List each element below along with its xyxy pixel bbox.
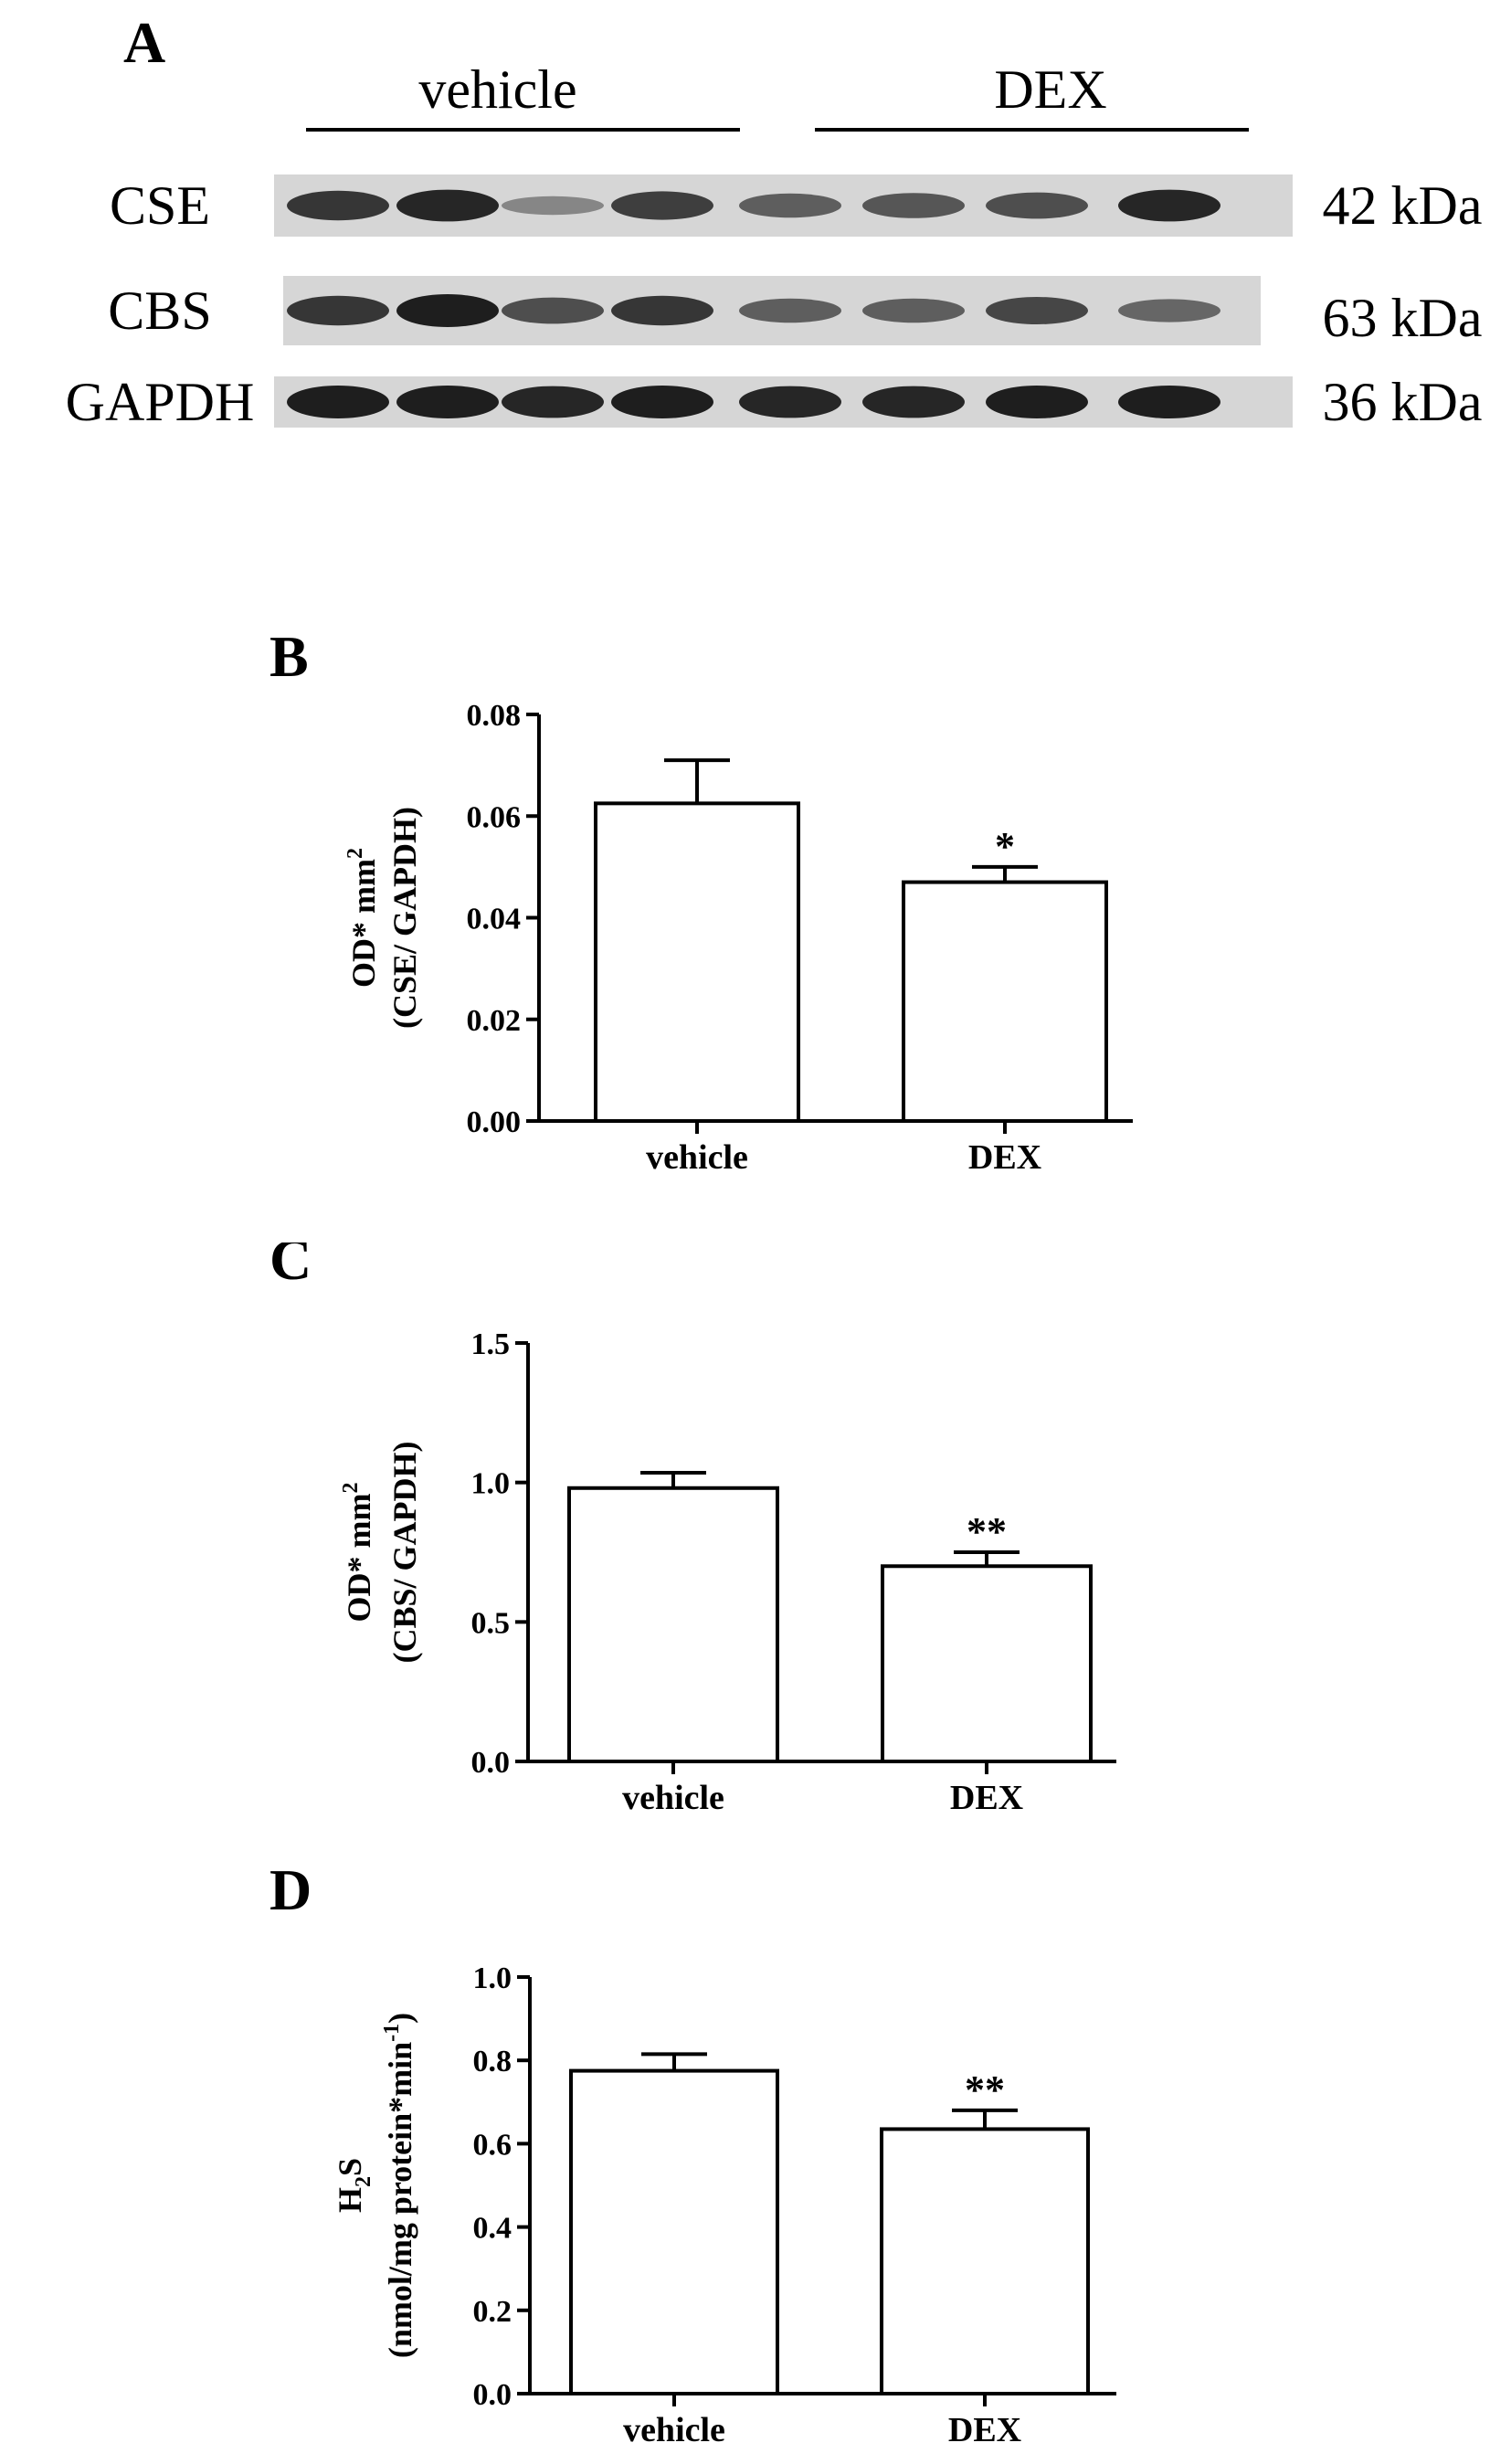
x-tick-label: DEX <box>950 1779 1023 1817</box>
bar-dex <box>880 2127 1090 2395</box>
blot-band <box>739 193 841 218</box>
y-tick-label: 0.5 <box>471 1606 511 1640</box>
blot-band <box>287 295 389 326</box>
blot-band <box>1118 386 1220 418</box>
chart-b: B 0.00 0.02 0.04 0.06 0.08 vehicle DEX * OD* mm2(… <box>269 624 1133 1177</box>
y-tick-label: 0.02 <box>467 1004 522 1038</box>
blot-band <box>287 386 389 418</box>
x-tick-label: vehicle <box>646 1138 748 1177</box>
bar-vehicle <box>594 801 800 1123</box>
blot-band <box>986 192 1088 219</box>
y-tick-label: 1.0 <box>471 1467 511 1501</box>
y-axis-label-line1: OD* mm2 <box>343 848 382 988</box>
blot-band <box>611 295 713 326</box>
significance-marker: * <box>995 824 1015 869</box>
blot-mw-label: 63 kDa <box>1323 288 1483 348</box>
blot-band <box>502 196 604 216</box>
x-tick-label: vehicle <box>622 1779 724 1817</box>
y-tick-label: 0.06 <box>467 800 522 834</box>
group-label-vehicle: vehicle <box>418 59 576 120</box>
blot-band <box>287 190 389 221</box>
blot-band <box>986 297 1088 324</box>
panel-letter: D <box>269 1864 312 1922</box>
bar-vehicle <box>567 1486 779 1763</box>
panel-letter-a: A <box>123 10 165 75</box>
x-tick-label: vehicle <box>623 2411 725 2449</box>
y-axis-label-line2: (nmol/mg protein*min-1) <box>380 2013 418 2358</box>
blot-band <box>862 386 965 418</box>
y-tick-label: 0.6 <box>473 2128 512 2162</box>
blot-protein-label: GAPDH <box>66 372 255 432</box>
blot-mw-label: 42 kDa <box>1323 175 1483 236</box>
blot-protein-label: CBS <box>108 280 211 341</box>
y-axis-label-line2: (CSE/ GAPDH) <box>386 807 423 1029</box>
blot-band <box>862 298 965 323</box>
chart-c: C 0.0 0.5 1.0 1.5 vehicle DEX ** OD* mm2 (CBS/ GA… <box>269 1243 1116 1817</box>
blot-band <box>862 193 965 218</box>
significance-marker: ** <box>967 1509 1007 1554</box>
blot-band <box>502 297 604 324</box>
blot-band <box>502 386 604 418</box>
y-tick-label: 0.0 <box>473 2378 512 2412</box>
x-tick-label: DEX <box>948 2411 1021 2449</box>
bar-dex <box>902 880 1108 1123</box>
blot-band <box>611 386 713 418</box>
blot-band <box>1118 189 1220 222</box>
y-axis-label-line1: OD* mm2 <box>339 1483 377 1623</box>
panel-letter: C <box>269 1243 312 1292</box>
y-tick-label: 0.04 <box>467 903 522 936</box>
chart-d: D 0.0 0.2 0.4 0.6 0.8 1.0 vehicle DEX ** H2S (nmol/… <box>269 1864 1116 2449</box>
y-tick-label: 0.08 <box>467 699 522 733</box>
y-axis-label-line2: (CBS/ GAPDH) <box>386 1442 423 1664</box>
bar-vehicle <box>569 2068 779 2395</box>
significance-marker: ** <box>965 2067 1005 2112</box>
blot-band <box>611 191 713 220</box>
blot-band <box>739 386 841 418</box>
blot-band <box>1118 299 1220 323</box>
blot-band <box>396 294 499 327</box>
y-tick-label: 0.8 <box>473 2045 512 2078</box>
blot-mw-label: 36 kDa <box>1323 372 1483 432</box>
y-tick-label: 1.5 <box>471 1327 511 1361</box>
y-tick-label: 0.4 <box>473 2212 512 2246</box>
blot-band <box>396 189 499 222</box>
blot-band <box>396 386 499 418</box>
y-tick-label: 0.00 <box>467 1105 522 1139</box>
y-tick-label: 0.2 <box>473 2295 512 2329</box>
blot-protein-label: CSE <box>110 175 210 236</box>
blot-band <box>986 386 1088 418</box>
bar-dex <box>881 1564 1093 1763</box>
blot-rows: CSE 42 kDa CBS 63 kDa GAPDH 36 kDa <box>66 174 1483 432</box>
y-axis-label-line1: H2S <box>332 2158 375 2213</box>
y-tick-label: 1.0 <box>473 1962 512 1995</box>
y-tick-label: 0.0 <box>471 1746 511 1780</box>
x-tick-label: DEX <box>968 1138 1041 1177</box>
panel-letter: B <box>269 624 309 689</box>
western-blot-panel: A vehicle DEX CSE 42 kDa CBS 63 kDa GAPDH 36 … <box>66 10 1483 432</box>
blot-band <box>739 298 841 323</box>
group-label-dex: DEX <box>994 59 1106 120</box>
